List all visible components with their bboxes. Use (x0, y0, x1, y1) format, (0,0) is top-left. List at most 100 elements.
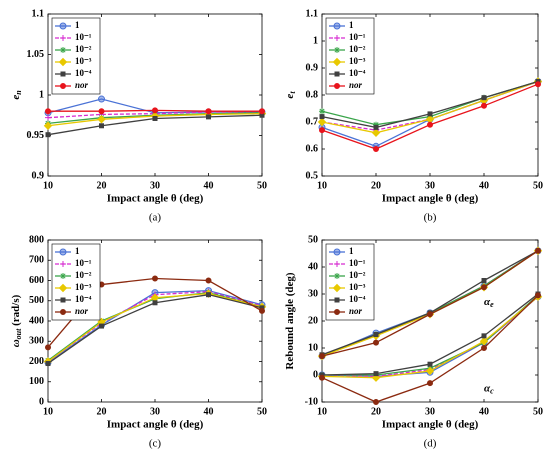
y-label-sub: n (14, 90, 23, 95)
x-tick-label: 50 (257, 406, 267, 417)
marker (481, 284, 487, 291)
legend-box (51, 243, 101, 321)
y-tick-label: 10 (308, 342, 318, 353)
marker (535, 247, 541, 254)
legend-box (325, 243, 375, 321)
y-tick-label: 500 (29, 295, 44, 306)
y-label-text: e (10, 95, 22, 100)
y-tick-label: 600 (29, 275, 44, 286)
marker (373, 146, 379, 152)
marker (60, 71, 66, 77)
y-axis-label: et (284, 91, 297, 99)
marker (60, 309, 66, 315)
marker (334, 297, 340, 303)
y-label-sub: t (288, 91, 297, 94)
y-tick-label: 0.5 (306, 170, 319, 181)
legend-box (51, 17, 101, 95)
y-label-text: Rebound angle (deg) (284, 272, 296, 370)
x-tick-label: 10 (43, 180, 53, 191)
marker (60, 297, 66, 303)
legend-label: nor (349, 306, 363, 316)
marker (332, 57, 342, 67)
y-tick-label: 1.05 (27, 49, 45, 60)
marker (259, 307, 265, 314)
caption: (c) (149, 438, 162, 450)
x-tick-label: 30 (150, 406, 160, 417)
marker (427, 311, 433, 318)
y-tick-label: 800 (29, 234, 44, 245)
marker (427, 121, 433, 128)
marker (481, 345, 487, 351)
marker (427, 361, 433, 367)
y-tick-label: -10 (305, 396, 318, 407)
y-axis-label: en (10, 90, 23, 100)
legend-label: 10⁻³ (349, 56, 366, 66)
legend-label: 10⁻² (75, 270, 92, 280)
y-label-rest: (rad/s) (10, 294, 22, 328)
x-tick-label: 20 (371, 180, 381, 191)
legend-box (325, 17, 375, 95)
marker (333, 248, 341, 256)
marker (479, 337, 489, 346)
marker (425, 366, 435, 376)
marker (45, 361, 51, 367)
y-tick-label: 100 (29, 376, 44, 387)
legend-label: 10⁻¹ (349, 32, 366, 42)
marker (58, 283, 68, 293)
marker (45, 344, 51, 351)
marker (98, 95, 105, 103)
x-tick-label: 10 (43, 406, 53, 417)
marker (152, 300, 158, 306)
x-axis-label: Impact angle θ (deg) (382, 193, 479, 205)
y-tick-label: 0.8 (306, 89, 319, 100)
legend-label: 10⁻² (75, 44, 92, 54)
x-tick-label: 50 (533, 406, 543, 417)
y-tick-label: 300 (29, 336, 44, 347)
marker (373, 124, 379, 130)
marker (99, 123, 104, 129)
marker (152, 107, 158, 114)
y-tick-label: 1 (39, 89, 44, 100)
chart-panel: 0.9 0.95 1 1.05 1.1 10 20 30 40 50 Impact angle θ … (10, 8, 267, 223)
x-tick-label: 40 (479, 180, 489, 191)
y-tick-label: 20 (308, 315, 318, 326)
marker (319, 127, 325, 134)
marker (319, 114, 325, 120)
legend-label: nor (349, 80, 363, 90)
marker (481, 333, 487, 339)
y-tick-label: 1 (313, 35, 318, 46)
annotation-base: α (484, 296, 491, 308)
legend-label: 10⁻⁴ (75, 294, 92, 304)
x-tick-label: 20 (97, 180, 107, 191)
caption: (d) (424, 438, 437, 450)
marker (60, 261, 66, 267)
marker (60, 35, 66, 41)
legend-label: 10⁻³ (75, 282, 92, 292)
marker (319, 374, 325, 381)
marker (205, 277, 212, 284)
x-tick-label: 40 (479, 406, 489, 417)
marker (97, 115, 106, 124)
caption: (b) (424, 212, 437, 224)
marker (371, 128, 381, 138)
y-label-text: e (284, 94, 296, 99)
legend-label: 1 (349, 246, 354, 256)
x-tick-label: 40 (204, 180, 214, 191)
marker (535, 292, 541, 299)
y-tick-label: 0.9 (32, 170, 45, 181)
legend-label: 1 (75, 246, 80, 256)
marker (152, 115, 158, 121)
marker (334, 35, 340, 41)
marker (373, 332, 379, 337)
y-tick-label: 50 (308, 234, 318, 245)
y-tick-label: 30 (308, 288, 318, 299)
marker (373, 339, 379, 346)
legend-label: nor (75, 306, 89, 316)
legend-label: 1 (349, 20, 354, 30)
marker (332, 283, 342, 293)
y-tick-label: 0.7 (306, 116, 319, 127)
legend-label: 10⁻⁴ (349, 68, 366, 78)
y-tick-label: 0 (39, 396, 44, 407)
x-tick-label: 50 (257, 180, 267, 191)
